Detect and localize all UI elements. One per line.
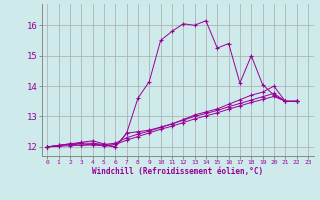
X-axis label: Windchill (Refroidissement éolien,°C): Windchill (Refroidissement éolien,°C) bbox=[92, 167, 263, 176]
